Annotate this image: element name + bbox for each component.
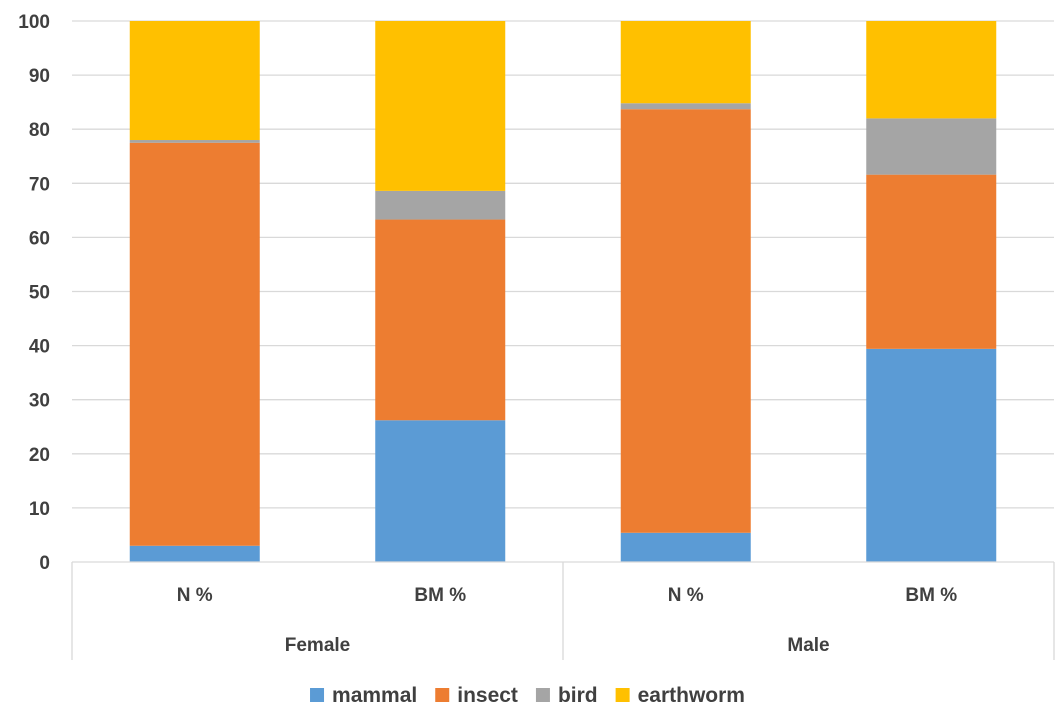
category-label: N % [668, 585, 704, 606]
legend-label-mammal: mammal [332, 684, 417, 707]
y-tick-label: 80 [29, 120, 50, 141]
y-tick-label: 0 [39, 553, 50, 574]
bar-segment-mammal [375, 420, 506, 562]
bar-segment-earthworm [620, 21, 751, 104]
y-tick-label: 10 [29, 499, 50, 520]
bar-segment-insect [866, 174, 997, 349]
y-tick-label: 60 [29, 228, 50, 249]
bars [129, 21, 997, 562]
bar-segment-earthworm [866, 21, 997, 119]
y-tick-label: 90 [29, 66, 50, 87]
legend-label-earthworm: earthworm [638, 684, 745, 707]
category-label: N % [177, 585, 213, 606]
bar-segment-insect [129, 142, 260, 546]
bar-segment-mammal [620, 532, 751, 562]
bar-segment-bird [129, 140, 260, 143]
bar-segment-insect [375, 219, 506, 421]
group-label: Male [787, 635, 829, 656]
y-tick-label: 30 [29, 391, 50, 412]
category-labels: N % BM % N % BM % [177, 585, 957, 606]
group-labels: Female Male [285, 635, 830, 656]
bar-segment-mammal [129, 545, 260, 562]
bar-segment-insect [620, 109, 751, 533]
y-tick-label: 100 [18, 12, 50, 33]
bar-segment-bird [866, 118, 997, 175]
legend-label-bird: bird [558, 684, 598, 707]
category-label: BM % [414, 585, 466, 606]
y-tick-label: 40 [29, 337, 50, 358]
y-tick-label: 20 [29, 445, 50, 466]
legend-label-insect: insect [457, 684, 518, 707]
legend-swatch-earthworm [615, 688, 630, 702]
legend: mammal insect bird earthworm [310, 684, 745, 707]
legend-swatch-mammal [310, 688, 325, 702]
y-axis-ticks: 0 10 20 30 40 50 60 70 80 90 100 [18, 12, 50, 574]
bar-segment-bird [375, 190, 506, 220]
group-label: Female [285, 635, 350, 656]
y-tick-label: 70 [29, 174, 50, 195]
y-tick-label: 50 [29, 283, 50, 304]
x-axis [71, 561, 1055, 660]
category-label: BM % [905, 585, 957, 606]
legend-swatch-insect [435, 688, 450, 702]
bar-segment-earthworm [129, 21, 260, 141]
legend-swatch-bird [535, 688, 550, 702]
bar-segment-earthworm [375, 21, 506, 191]
bar-segment-bird [620, 103, 751, 110]
bar-segment-mammal [866, 348, 997, 562]
